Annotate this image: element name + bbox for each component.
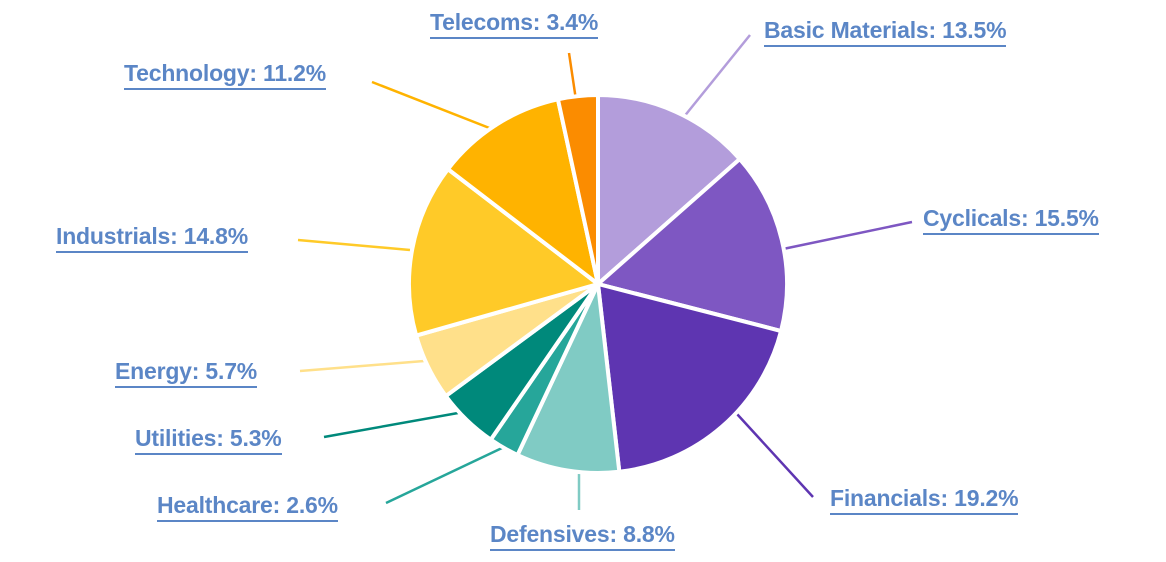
leader-line-technology: [371, 80, 493, 131]
leader-line-energy: [299, 359, 425, 373]
label-industrials[interactable]: Industrials: 14.8%: [56, 222, 248, 253]
slice-industrials[interactable]: [407, 167, 600, 338]
leader-line-cyclicals: [782, 220, 913, 251]
leader-line-healthcare: [385, 446, 503, 505]
slice-defensives[interactable]: [515, 282, 622, 475]
leader-line-telecoms: [567, 52, 578, 101]
label-energy[interactable]: Energy: 5.7%: [115, 357, 257, 388]
slice-basic-materials[interactable]: [596, 93, 742, 286]
leader-line-financials: [736, 413, 814, 498]
slice-cyclicals[interactable]: [596, 157, 789, 334]
leader-line-utilities: [323, 411, 459, 439]
label-basic-materials[interactable]: Basic Materials: 13.5%: [764, 16, 1007, 47]
label-cyclicals[interactable]: Cyclicals: 15.5%: [923, 204, 1099, 235]
slice-financials[interactable]: [596, 282, 784, 474]
leader-line-basic-materials: [682, 34, 751, 119]
label-financials[interactable]: Financials: 19.2%: [830, 484, 1019, 515]
slice-telecoms[interactable]: [555, 93, 600, 286]
label-telecoms[interactable]: Telecoms: 3.4%: [430, 8, 598, 39]
label-technology[interactable]: Technology: 11.2%: [124, 59, 326, 90]
slice-technology[interactable]: [445, 97, 600, 286]
label-utilities[interactable]: Utilities: 5.3%: [135, 424, 282, 455]
leader-line-industrials: [297, 238, 411, 252]
label-healthcare[interactable]: Healthcare: 2.6%: [157, 491, 338, 522]
label-defensives[interactable]: Defensives: 8.8%: [490, 520, 675, 551]
